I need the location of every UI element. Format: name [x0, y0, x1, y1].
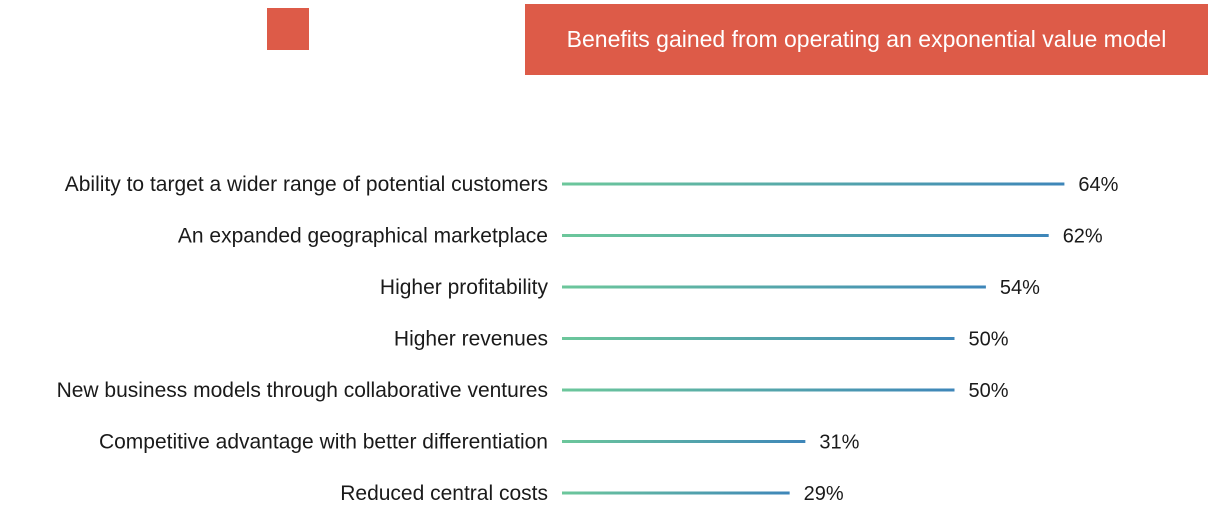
category-label: Reduced central costs	[340, 482, 548, 505]
bar	[562, 491, 790, 495]
value-label: 50%	[969, 329, 1009, 351]
bar	[562, 388, 955, 392]
category-label: Higher revenues	[394, 328, 548, 351]
legend-swatch	[267, 8, 309, 50]
category-label: New business models through collaborativ…	[57, 379, 548, 402]
category-label: An expanded geographical marketplace	[178, 225, 548, 248]
value-label: 31%	[819, 432, 859, 454]
value-label: 62%	[1063, 226, 1103, 248]
value-label: 64%	[1078, 174, 1118, 196]
bar	[562, 285, 986, 289]
chart-title-text: Benefits gained from operating an expone…	[566, 26, 1167, 52]
chart-title: Benefits gained from operating an expone…	[525, 4, 1208, 75]
category-label: Ability to target a wider range of poten…	[65, 173, 548, 196]
bar	[562, 182, 1065, 186]
value-label: 50%	[969, 380, 1009, 402]
value-label: 54%	[1000, 277, 1040, 299]
category-label: Higher profitability	[380, 276, 549, 299]
bar	[562, 440, 806, 443]
value-label: 29%	[804, 483, 844, 505]
bar	[562, 234, 1049, 237]
category-label: Competitive advantage with better differ…	[99, 431, 548, 454]
bar	[562, 337, 955, 340]
